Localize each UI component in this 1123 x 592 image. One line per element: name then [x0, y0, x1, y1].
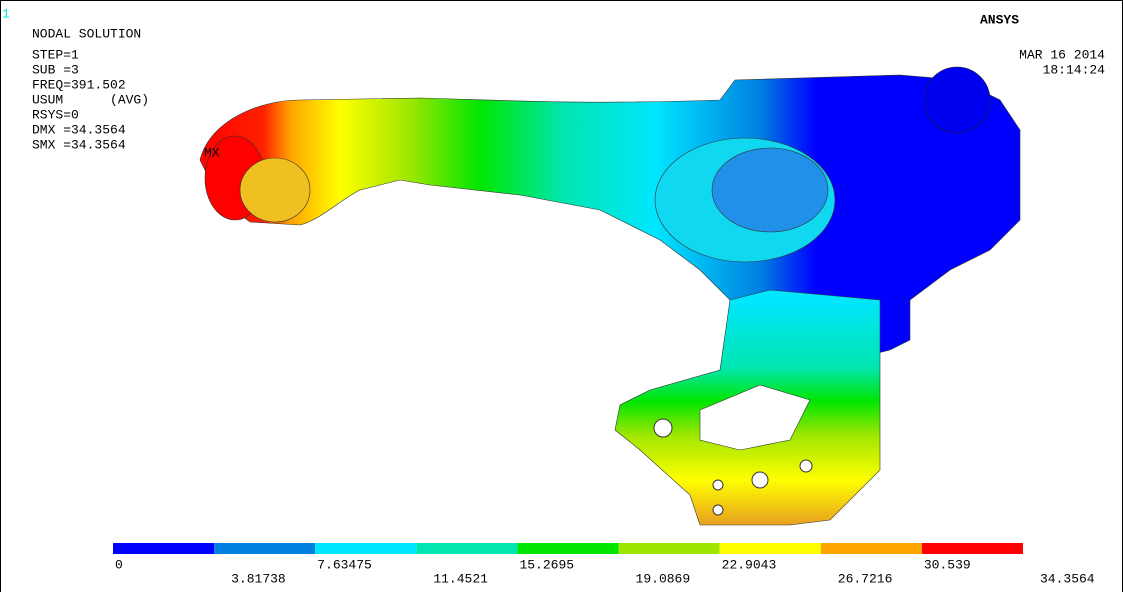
- date: MAR 16 2014: [1019, 47, 1105, 62]
- legend-swatch: [922, 543, 1023, 554]
- header-line: NODAL SOLUTION: [32, 26, 141, 41]
- legend-label: 3.81738: [231, 571, 286, 586]
- legend-swatch: [720, 543, 821, 554]
- eye-rear: [240, 158, 310, 222]
- header-line: SUB =3: [32, 62, 79, 77]
- hub-bore: [712, 148, 828, 232]
- legend-label: 22.9043: [722, 557, 777, 572]
- header-line: USUM (AVG): [32, 92, 149, 107]
- ball-joint: [924, 67, 990, 133]
- legend-label: 0: [115, 557, 123, 572]
- header-line: DMX =34.3564: [32, 122, 126, 137]
- legend-label: 15.2695: [519, 557, 574, 572]
- legend-label: 19.0869: [636, 571, 691, 586]
- hole: [713, 505, 723, 515]
- legend-label: 26.7216: [838, 571, 893, 586]
- hole: [654, 419, 672, 437]
- header-line: STEP=1: [32, 47, 79, 62]
- time: 18:14:24: [1043, 62, 1106, 77]
- hole: [800, 460, 812, 472]
- viewport: 1 ANSYS MAR 16 2014 18:14:24 MX NODAL SO…: [0, 0, 1123, 592]
- max-marker: MX: [204, 145, 220, 160]
- header-line: FREQ=391.502: [32, 77, 126, 92]
- part-arm: [200, 75, 1020, 370]
- legend-label: 7.63475: [317, 557, 372, 572]
- legend-swatch: [315, 543, 416, 554]
- legend-swatch: [619, 543, 720, 554]
- legend-label: 34.3564: [1040, 571, 1095, 586]
- window-number: 1: [2, 6, 10, 21]
- graphics-window: 1 ANSYS MAR 16 2014 18:14:24 MX NODAL SO…: [0, 0, 1123, 592]
- legend-swatch: [113, 543, 214, 554]
- legend-swatch: [821, 543, 922, 554]
- header-line: SMX =34.3564: [32, 137, 126, 152]
- hole: [752, 472, 768, 488]
- header-line: RSYS=0: [32, 107, 79, 122]
- legend-swatch: [214, 543, 315, 554]
- legend-swatch: [416, 543, 517, 554]
- legend-label: 30.539: [924, 557, 971, 572]
- legend-label: 11.4521: [433, 571, 488, 586]
- logo: ANSYS: [980, 12, 1019, 27]
- legend-swatch: [517, 543, 618, 554]
- hole: [713, 480, 723, 490]
